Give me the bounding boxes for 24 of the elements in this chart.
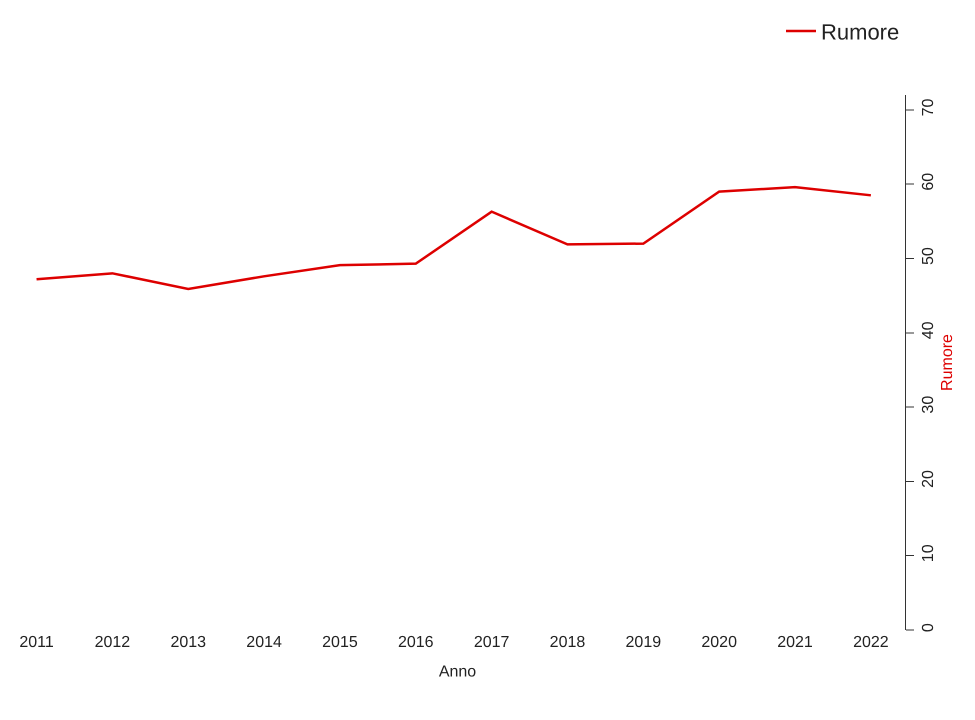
x-tick-label: 2022 (853, 634, 889, 651)
x-tick-label: 2013 (170, 634, 206, 651)
x-tick-label: 2012 (94, 634, 130, 651)
x-tick-label: 2016 (398, 634, 434, 651)
line-series (35, 186, 872, 290)
y-axis-title: Rumore (938, 334, 956, 391)
x-axis-title: Anno (438, 664, 476, 681)
y-tick-label: 10 (920, 544, 938, 562)
y-tick-label: 60 (920, 172, 938, 191)
y-tick-label: 40 (920, 321, 938, 340)
y-tick-label: 70 (920, 98, 938, 116)
x-tick-label: 2021 (777, 634, 813, 651)
y-tick-label: 20 (920, 470, 938, 488)
legend-label: Rumore (821, 20, 900, 45)
x-tick-label: 2020 (701, 634, 738, 651)
x-tick-label: 2018 (550, 634, 586, 651)
y-tick-label: 30 (920, 396, 938, 414)
y-tick-label: 50 (920, 247, 938, 265)
x-tick-label: 2017 (474, 634, 510, 651)
x-tick-label: 2014 (246, 634, 282, 651)
x-tick-label: 2015 (322, 634, 358, 651)
y-tick-label: 0 (920, 623, 938, 632)
x-tick-label: 2019 (626, 634, 662, 651)
x-tick-label: 2011 (19, 634, 54, 651)
